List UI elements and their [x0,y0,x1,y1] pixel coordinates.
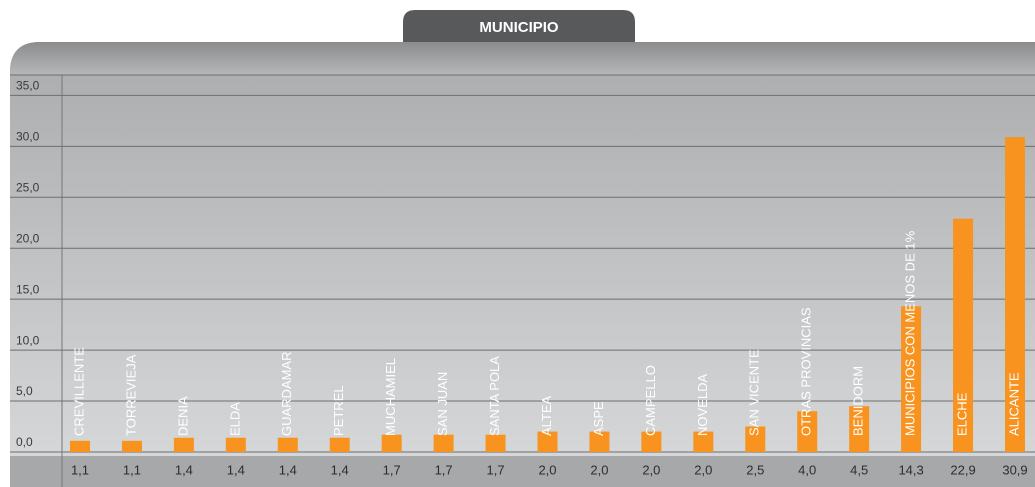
value-label: 1,7 [435,462,453,477]
category-label: ASPE [591,401,606,436]
bar [641,431,662,452]
chart-title: MUNICIPIO [479,19,559,36]
category-label: OTRAS PROVINCIAS [799,307,814,436]
category-label: MUNICIPIOS CON MENOS DE 1% [903,230,918,436]
y-tick-label: 15,0 [16,282,40,296]
category-label: DENIA [175,396,190,436]
value-label: 4,0 [798,462,816,477]
category-label: ELDA [227,402,242,436]
bar [849,406,870,452]
y-tick-label: 0,0 [16,435,33,449]
value-label: 1,4 [279,462,297,477]
value-label: 1,1 [123,462,141,477]
value-label: 30,9 [1002,462,1027,477]
bar [433,434,454,452]
category-label: MUCHAMIEL [383,358,398,436]
category-label: CREVILLENTE [71,347,86,436]
y-tick-label: 25,0 [16,180,40,194]
bar [901,306,922,452]
bar [277,437,298,452]
bar [745,426,766,452]
category-label: ALTEA [539,395,554,436]
category-label: NOVELDA [695,374,710,436]
category-label: TORREVIEJA [123,354,138,436]
value-label: 1,4 [331,462,349,477]
y-tick-label: 5,0 [16,384,33,398]
title-tab [403,10,635,42]
bar [485,434,506,452]
category-label: BENIDORM [851,366,866,436]
y-tick-label: 30,0 [16,129,40,143]
value-label: 2,0 [590,462,608,477]
bar [589,431,610,452]
value-label: 1,4 [175,462,193,477]
value-label: 1,1 [71,462,89,477]
bar [797,411,818,452]
bar [70,440,90,452]
y-tick-label: 20,0 [16,231,40,245]
bar [1005,137,1025,452]
top-band [10,42,1035,75]
category-label: SAN JUAN [435,372,450,436]
bar [693,431,714,452]
bar [381,434,402,452]
value-label: 22,9 [950,462,975,477]
bar [537,431,558,452]
value-label: 2,5 [746,462,764,477]
bar [121,440,142,452]
category-label: SANTA POLA [487,356,502,436]
bar [329,437,350,452]
category-label: SAN VICENTE [747,349,762,436]
value-label: 1,7 [487,462,505,477]
panel [10,42,1035,487]
bar [225,437,246,452]
value-label: 14,3 [898,462,923,477]
category-label: ELCHE [954,392,969,436]
value-label: 2,0 [642,462,660,477]
value-label: 4,5 [850,462,868,477]
category-label: GUARDAMAR [279,351,294,436]
bar [173,437,194,452]
value-label: 2,0 [694,462,712,477]
category-label: PETREL [331,385,346,436]
value-label: 1,7 [383,462,401,477]
category-label: CAMPELLO [643,365,658,436]
y-tick-label: 35,0 [16,79,40,93]
y-tick-label: 10,0 [16,333,40,347]
value-label: 2,0 [538,462,556,477]
bar [953,218,974,452]
bottom-band [10,456,1035,487]
category-label: ALICANTE [1006,372,1021,436]
value-label: 1,4 [227,462,245,477]
